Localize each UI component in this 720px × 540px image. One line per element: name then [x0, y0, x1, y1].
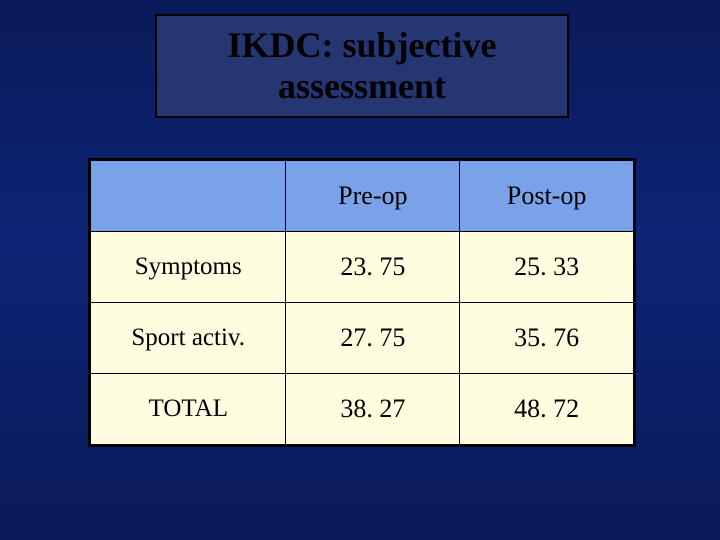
title-line-1: IKDC: subjective — [228, 25, 497, 65]
cell-value: 35. 76 — [460, 303, 634, 374]
cell-value: 48. 72 — [460, 374, 634, 445]
title-line-2: assessment — [278, 66, 446, 106]
row-label: Sport activ. — [91, 303, 286, 374]
table-row: TOTAL 38. 27 48. 72 — [91, 374, 634, 445]
slide-title: IKDC: subjective assessment — [228, 25, 497, 108]
slide: IKDC: subjective assessment Pre-op Post-… — [0, 0, 720, 540]
table-header-row: Pre-op Post-op — [91, 161, 634, 232]
table-row: Sport activ. 27. 75 35. 76 — [91, 303, 634, 374]
row-label: TOTAL — [91, 374, 286, 445]
row-label: Symptoms — [91, 232, 286, 303]
cell-value: 23. 75 — [286, 232, 460, 303]
data-table: Pre-op Post-op Symptoms 23. 75 25. 33 Sp… — [90, 160, 634, 445]
header-postop: Post-op — [460, 161, 634, 232]
data-table-container: Pre-op Post-op Symptoms 23. 75 25. 33 Sp… — [88, 158, 636, 447]
cell-value: 25. 33 — [460, 232, 634, 303]
cell-value: 38. 27 — [286, 374, 460, 445]
header-preop: Pre-op — [286, 161, 460, 232]
table-row: Symptoms 23. 75 25. 33 — [91, 232, 634, 303]
cell-value: 27. 75 — [286, 303, 460, 374]
title-box: IKDC: subjective assessment — [155, 14, 569, 118]
header-empty — [91, 161, 286, 232]
